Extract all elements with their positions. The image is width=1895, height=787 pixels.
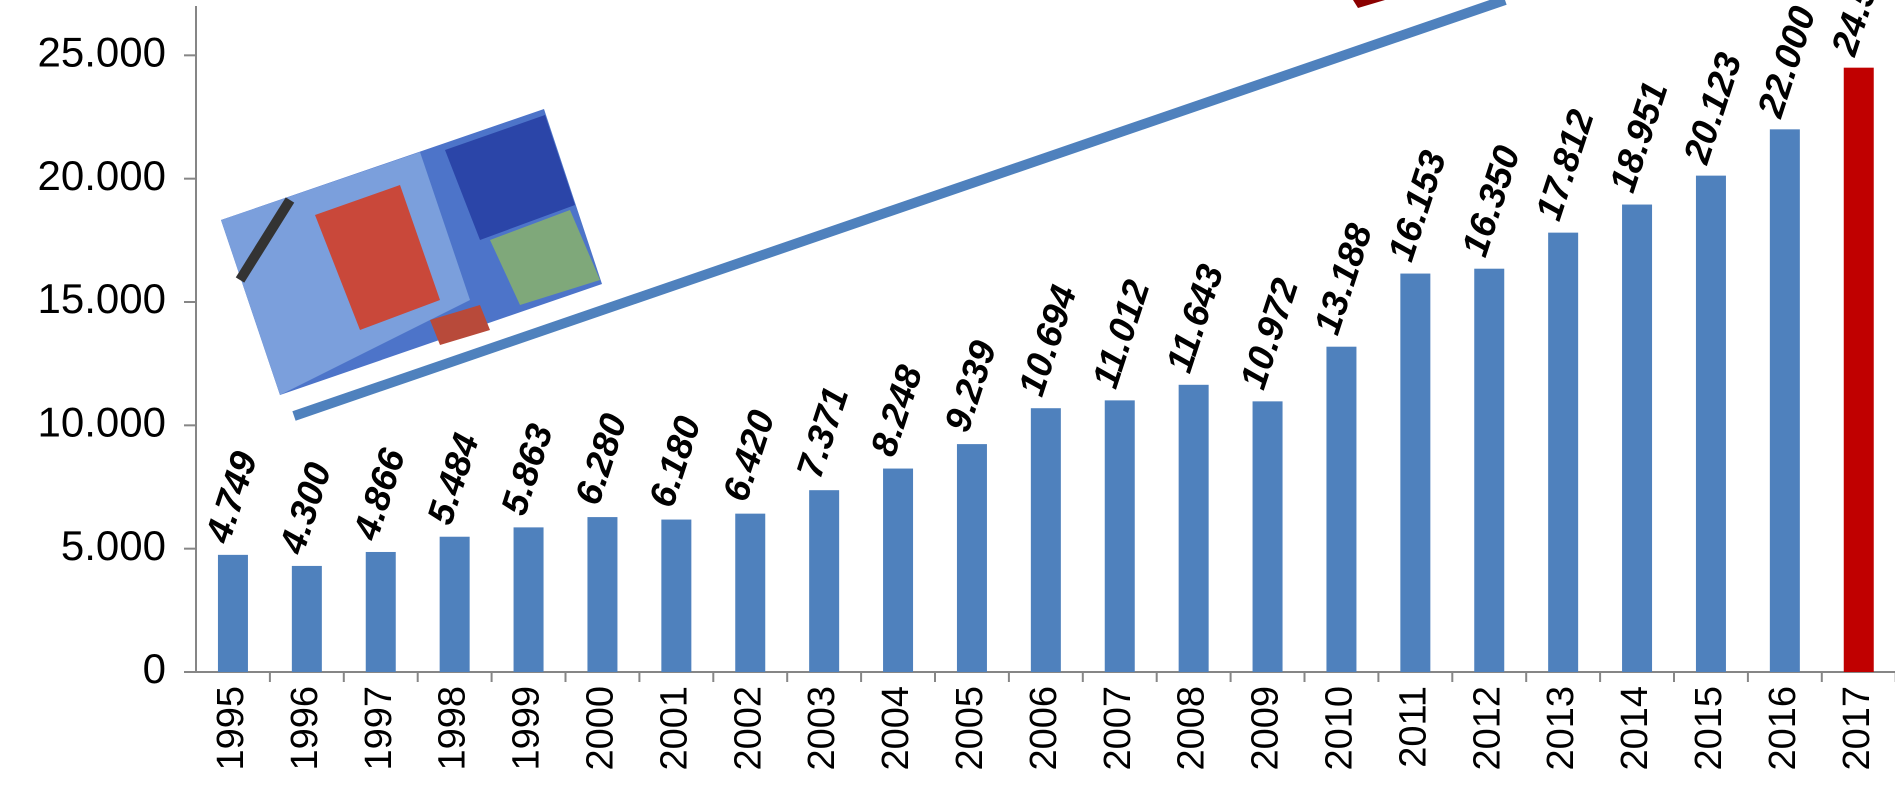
y-tick-label: 10.000: [38, 398, 166, 445]
value-label: 16.153: [1380, 145, 1454, 266]
bar: [1769, 129, 1800, 673]
x-tick-label: 1997: [358, 686, 400, 771]
x-tick-label: 2005: [949, 686, 991, 771]
bar: [513, 527, 544, 672]
bar: [1030, 408, 1061, 672]
x-tick-label: 2000: [579, 686, 621, 771]
y-tick-label: 20.000: [38, 152, 166, 199]
bar: [1326, 346, 1357, 672]
value-label: 6.180: [641, 411, 709, 512]
arrow-head: [1353, 0, 1385, 8]
bar: [1622, 204, 1653, 673]
x-tick-label: 2017: [1836, 686, 1878, 771]
value-label: 13.188: [1306, 218, 1380, 339]
value-label: 18.951: [1602, 77, 1676, 197]
y-tick-label: 5.000: [61, 522, 166, 569]
value-label: 22.000: [1749, 1, 1823, 123]
value-label: 8.248: [863, 360, 931, 461]
bar: [809, 490, 840, 672]
value-label: 11.643: [1158, 259, 1231, 377]
bar: [661, 519, 692, 672]
x-tick-label: 1998: [432, 686, 474, 771]
value-label: 5.863: [493, 419, 561, 520]
bar: [291, 565, 322, 672]
x-tick-label: 1995: [210, 686, 252, 771]
x-tick-label: 2003: [801, 686, 843, 771]
bar: [1400, 273, 1431, 672]
value-label: 20.123: [1675, 47, 1749, 169]
bar: [217, 554, 248, 672]
bar: [1178, 384, 1209, 672]
bar: [1695, 175, 1726, 672]
photo: [221, 109, 602, 395]
bar: [1548, 232, 1579, 672]
x-tick-label: 2001: [653, 686, 695, 771]
x-tick-label: 2016: [1762, 686, 1804, 771]
value-label: 24.500: [1823, 0, 1895, 61]
bar: [587, 517, 618, 672]
x-tick-label: 2012: [1466, 686, 1508, 771]
bar: [1104, 400, 1135, 672]
value-label: 5.484: [419, 428, 487, 529]
y-tick-label: 0: [143, 645, 166, 692]
value-label: 16.350: [1454, 140, 1528, 261]
value-label: 4.866: [345, 443, 413, 545]
x-tick-label: 1999: [506, 686, 548, 771]
x-tick-label: 2002: [727, 686, 769, 771]
x-tick-label: 2008: [1171, 686, 1213, 771]
bar: [365, 551, 396, 672]
value-label: 6.280: [567, 408, 635, 509]
value-label: 6.420: [715, 405, 783, 506]
x-tick-label: 1996: [284, 686, 326, 771]
y-tick-label: 15.000: [38, 275, 166, 322]
x-tick-label: 2009: [1245, 686, 1287, 771]
x-tick-label: 2014: [1614, 686, 1656, 771]
value-label: 4.749: [197, 446, 265, 548]
bar: [956, 444, 987, 672]
x-tick-label: 2007: [1097, 686, 1139, 771]
value-label: 11.012: [1084, 275, 1157, 393]
x-tick-label: 2015: [1688, 686, 1730, 771]
value-label: 4.300: [271, 457, 339, 559]
y-tick-label: 25.000: [38, 28, 166, 75]
bar: [1843, 67, 1874, 672]
x-tick-label: 2004: [875, 686, 917, 771]
x-tick-label: 2010: [1318, 686, 1360, 771]
value-label: 10.972: [1232, 273, 1306, 394]
bar: [1252, 401, 1283, 672]
trend-arrow: [292, 0, 1507, 421]
x-tick-label: 2013: [1540, 686, 1582, 771]
bar: [1474, 268, 1505, 672]
bar: [439, 536, 470, 672]
bar: [883, 468, 914, 672]
x-tick-label: 2011: [1392, 686, 1434, 768]
value-label: 9.239: [937, 335, 1005, 436]
value-label: 17.812: [1528, 104, 1602, 225]
value-label: 7.371: [789, 382, 857, 483]
x-tick-label: 2006: [1023, 686, 1065, 771]
bar: [735, 513, 766, 672]
value-label: 10.694: [1010, 280, 1084, 400]
